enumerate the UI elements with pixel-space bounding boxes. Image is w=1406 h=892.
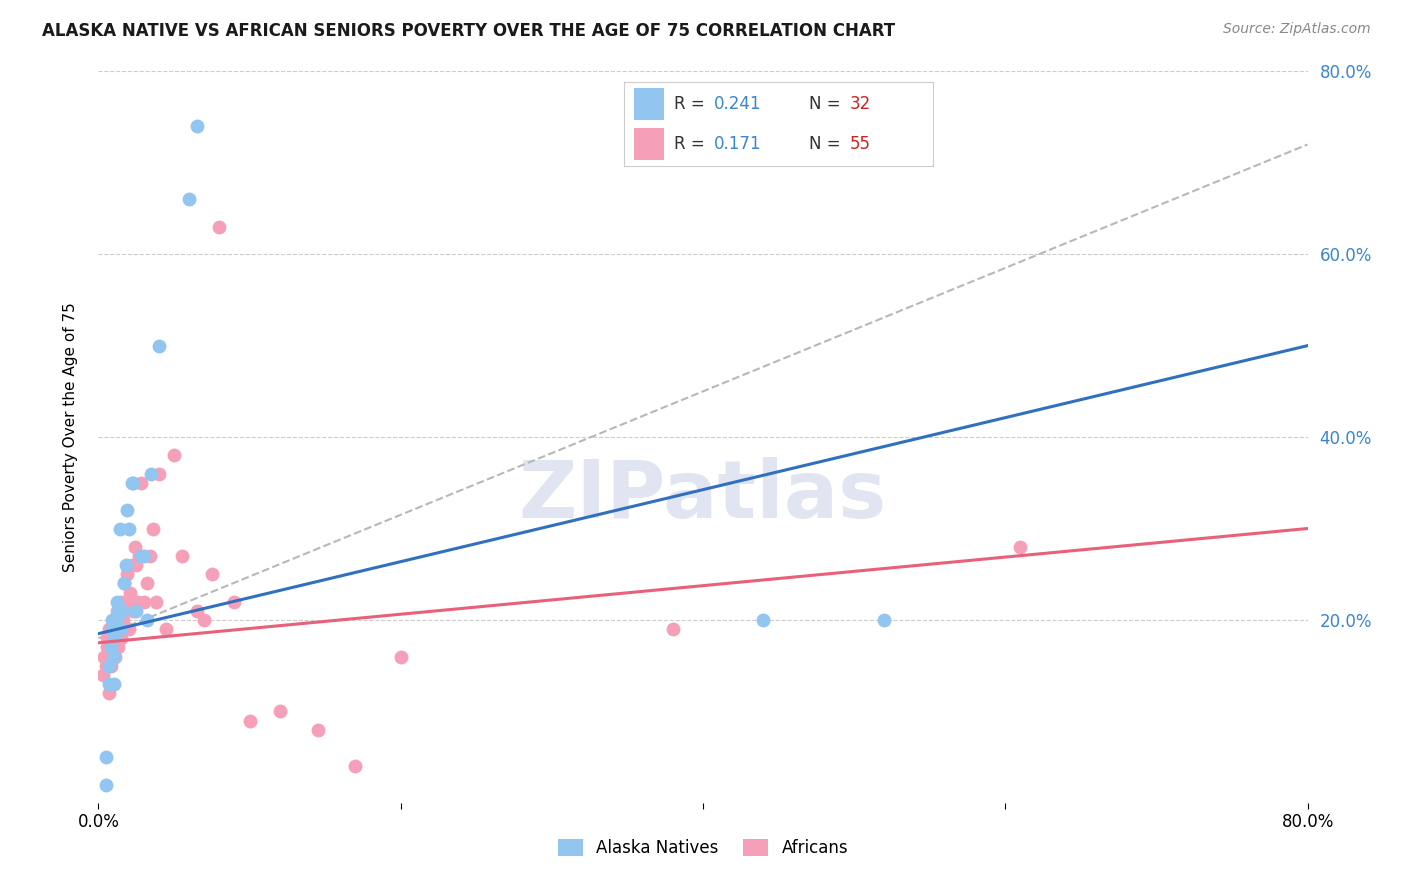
Point: [121, 558, 143, 573]
Point: [120, 585, 142, 599]
Point: [129, 475, 152, 490]
Point: [224, 594, 246, 608]
Point: [103, 677, 125, 691]
Point: [141, 467, 163, 481]
Point: [91, 667, 114, 681]
Point: [135, 576, 157, 591]
Point: [114, 558, 136, 573]
Point: [101, 649, 124, 664]
Point: [96, 640, 118, 655]
Point: [873, 613, 896, 627]
Point: [155, 622, 177, 636]
Point: [115, 503, 138, 517]
Point: [110, 622, 132, 636]
Text: ALASKA NATIVE VS AFRICAN SENIORS POVERTY OVER THE AGE OF 75 CORRELATION CHART: ALASKA NATIVE VS AFRICAN SENIORS POVERTY…: [42, 22, 896, 40]
Point: [193, 613, 215, 627]
Point: [148, 338, 170, 352]
Point: [96, 632, 118, 646]
Point: [132, 594, 155, 608]
Point: [752, 613, 775, 627]
Point: [103, 649, 125, 664]
Point: [114, 594, 136, 608]
Point: [239, 714, 262, 728]
Point: [98, 686, 121, 700]
Point: [103, 632, 125, 646]
Point: [100, 658, 122, 673]
Point: [186, 604, 208, 618]
Point: [98, 677, 121, 691]
Point: [112, 576, 135, 591]
Point: [101, 613, 124, 627]
Point: [662, 622, 685, 636]
Point: [122, 604, 145, 618]
Point: [105, 632, 128, 646]
Point: [94, 658, 117, 673]
Point: [105, 594, 128, 608]
Point: [98, 622, 121, 636]
Point: [107, 640, 129, 655]
Point: [186, 119, 208, 133]
Point: [163, 449, 186, 463]
Point: [101, 622, 124, 636]
Point: [148, 467, 170, 481]
Point: [105, 613, 128, 627]
Point: [112, 576, 135, 591]
Point: [125, 604, 148, 618]
Point: [1010, 540, 1032, 554]
Point: [93, 649, 115, 664]
Point: [121, 475, 143, 490]
Point: [115, 567, 138, 582]
Y-axis label: Seniors Poverty Over the Age of 75: Seniors Poverty Over the Age of 75: [63, 302, 77, 572]
Point: [110, 594, 132, 608]
Point: [103, 640, 125, 655]
Point: [269, 705, 291, 719]
Point: [101, 622, 124, 636]
Point: [128, 549, 150, 563]
Text: ZIPatlas: ZIPatlas: [519, 457, 887, 534]
Point: [201, 567, 224, 582]
Point: [105, 604, 128, 618]
Text: Source: ZipAtlas.com: Source: ZipAtlas.com: [1223, 22, 1371, 37]
Point: [94, 777, 117, 792]
Point: [100, 640, 122, 655]
Point: [124, 540, 146, 554]
Legend: Alaska Natives, Africans: Alaska Natives, Africans: [551, 832, 855, 864]
Point: [110, 632, 132, 646]
Point: [170, 549, 193, 563]
Point: [94, 750, 117, 764]
Point: [179, 192, 201, 206]
Point: [139, 549, 162, 563]
Point: [142, 521, 165, 535]
Point: [118, 521, 141, 535]
Point: [108, 521, 131, 535]
Point: [389, 649, 412, 664]
Point: [122, 475, 145, 490]
Point: [100, 632, 122, 646]
Point: [107, 604, 129, 618]
Point: [111, 613, 134, 627]
Point: [344, 759, 367, 773]
Point: [103, 613, 125, 627]
Point: [208, 219, 231, 234]
Point: [108, 604, 131, 618]
Point: [127, 594, 149, 608]
Point: [145, 594, 167, 608]
Point: [104, 649, 127, 664]
Point: [107, 622, 129, 636]
Point: [132, 549, 155, 563]
Point: [118, 622, 141, 636]
Point: [111, 604, 134, 618]
Point: [307, 723, 329, 737]
Point: [135, 613, 157, 627]
Point: [129, 549, 152, 563]
Point: [98, 658, 121, 673]
Point: [125, 558, 148, 573]
